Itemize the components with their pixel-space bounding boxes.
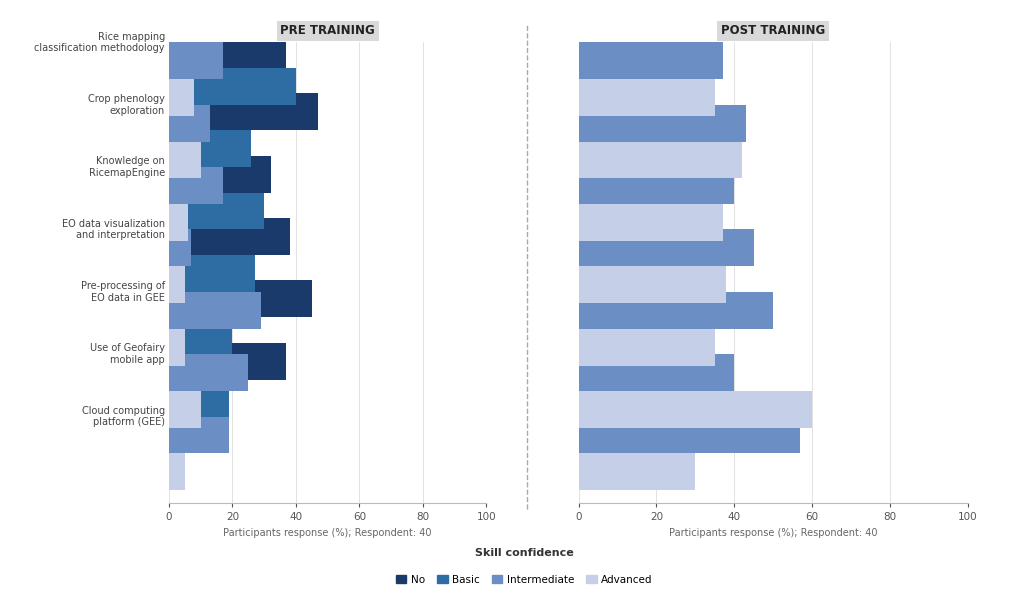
Bar bbox=[169, 42, 223, 79]
Bar bbox=[579, 354, 734, 391]
Bar bbox=[169, 453, 184, 490]
Bar bbox=[169, 0, 302, 5]
Bar bbox=[579, 380, 617, 416]
Bar bbox=[579, 42, 723, 79]
Bar bbox=[579, 142, 742, 178]
Bar bbox=[579, 204, 723, 241]
Bar bbox=[169, 391, 201, 428]
Bar bbox=[579, 105, 745, 142]
Bar bbox=[579, 130, 617, 167]
X-axis label: Participants response (%); Respondent: 40: Participants response (%); Respondent: 4… bbox=[223, 528, 432, 538]
Bar bbox=[169, 79, 195, 116]
Bar bbox=[169, 354, 248, 391]
Bar bbox=[579, 391, 812, 428]
Bar bbox=[579, 218, 629, 255]
Bar bbox=[579, 193, 617, 230]
Title: POST TRAINING: POST TRAINING bbox=[721, 24, 825, 37]
Bar bbox=[169, 156, 270, 193]
Bar bbox=[169, 93, 318, 130]
Bar bbox=[579, 328, 715, 365]
Bar bbox=[169, 130, 252, 167]
Bar bbox=[169, 230, 191, 266]
Bar bbox=[169, 142, 201, 178]
Bar bbox=[579, 255, 629, 292]
Bar bbox=[579, 79, 715, 116]
Bar bbox=[579, 5, 684, 42]
Bar bbox=[579, 230, 754, 266]
Legend: No, Basic, Intermediate, Advanced: No, Basic, Intermediate, Advanced bbox=[392, 570, 656, 588]
Bar bbox=[169, 167, 223, 204]
Bar bbox=[169, 318, 232, 354]
Bar bbox=[169, 68, 296, 105]
Bar bbox=[169, 5, 264, 42]
Bar bbox=[579, 453, 695, 490]
Bar bbox=[169, 266, 184, 303]
Bar bbox=[169, 105, 210, 142]
Bar bbox=[579, 292, 773, 328]
Bar bbox=[169, 218, 290, 255]
Bar bbox=[169, 343, 287, 380]
Bar bbox=[169, 204, 188, 241]
Bar bbox=[579, 93, 609, 130]
Bar bbox=[579, 167, 734, 204]
Bar bbox=[579, 156, 590, 193]
Text: Skill confidence: Skill confidence bbox=[475, 548, 573, 558]
Title: PRE TRAINING: PRE TRAINING bbox=[281, 24, 375, 37]
Bar bbox=[579, 343, 609, 380]
Bar bbox=[169, 31, 287, 68]
Bar bbox=[579, 31, 590, 68]
Bar bbox=[169, 255, 255, 292]
Bar bbox=[169, 292, 261, 328]
Bar bbox=[169, 193, 264, 230]
X-axis label: Participants response (%); Respondent: 40: Participants response (%); Respondent: 4… bbox=[669, 528, 878, 538]
Bar bbox=[579, 68, 617, 105]
Bar bbox=[169, 416, 229, 453]
Bar bbox=[169, 281, 311, 318]
Bar bbox=[579, 266, 726, 303]
Bar bbox=[169, 380, 229, 416]
Bar bbox=[169, 328, 184, 365]
Bar bbox=[579, 416, 801, 453]
